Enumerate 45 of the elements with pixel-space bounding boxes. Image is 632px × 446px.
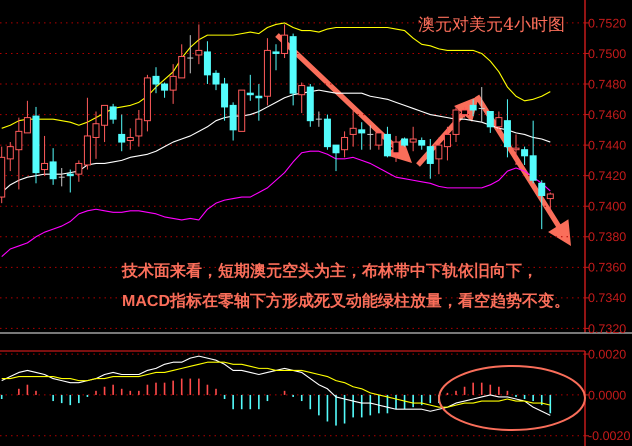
candlestick [366, 124, 374, 150]
candlestick [470, 98, 477, 117]
candlestick [50, 148, 57, 186]
candlestick [504, 98, 511, 158]
line-series [1, 150, 551, 258]
y-tick-label: 0.0000 [588, 388, 626, 402]
y-tick-label: 0.7340 [588, 291, 626, 306]
y-tick-label: 0.0020 [588, 347, 626, 362]
candlestick [315, 111, 322, 128]
candlestick [186, 34, 194, 74]
candlestick [272, 44, 280, 71]
candlestick [350, 109, 357, 148]
y-tick-label: 0.7400 [588, 200, 626, 214]
candlestick [41, 135, 48, 176]
y-tick-label: 0.7500 [588, 46, 626, 61]
candlestick [538, 180, 546, 230]
y-tick-label: 0.7380 [588, 230, 626, 244]
candlestick [358, 122, 366, 150]
y-tick-label: -0.0020 [588, 429, 630, 444]
annotation: 技术面来看，短期澳元空头为主，布林带中下轨依旧向下， [121, 261, 538, 280]
candlestick [512, 134, 520, 166]
y-tick-label: 0.7520 [588, 16, 626, 30]
y-tick-label: 0.7460 [588, 108, 626, 122]
line-series [1, 356, 551, 416]
y-tick-label: 0.7320 [588, 322, 626, 336]
candlestick [32, 106, 40, 184]
text: 澳元对美元4小时图 [418, 15, 565, 35]
candlestick [58, 168, 66, 187]
y-tick-label: 0.7420 [588, 169, 626, 184]
candlestick [118, 114, 126, 152]
annotation: MACD指标在零轴下方形成死叉动能绿柱放量，看空趋势不变。 [122, 291, 570, 310]
line-series [1, 362, 551, 408]
candlestick [410, 126, 417, 152]
candlestick [195, 24, 202, 65]
candlestick [255, 84, 262, 122]
candlestick [126, 128, 134, 150]
candlestick [426, 138, 434, 180]
y-tick-label: 0.7440 [588, 138, 626, 152]
candlestick [341, 130, 348, 158]
candlestick [392, 135, 400, 162]
y-tick-label: 0.7480 [588, 77, 626, 92]
candlestick [246, 74, 254, 102]
y-tick-label: 0.7360 [588, 260, 626, 275]
candlestick [264, 38, 271, 106]
candlestick [478, 86, 486, 123]
